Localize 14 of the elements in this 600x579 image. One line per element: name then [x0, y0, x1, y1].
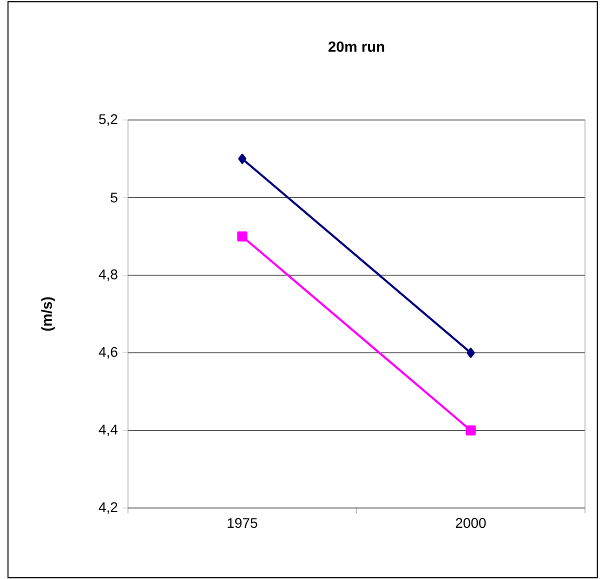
- point: [466, 425, 476, 436]
- point: [237, 231, 248, 242]
- x-tick-label: 1975: [228, 518, 258, 528]
- y-tick-label: 4,8: [98, 269, 118, 281]
- y-tick-label: 4,6: [98, 347, 118, 359]
- point: [238, 154, 246, 164]
- y-tick-label: 5: [110, 192, 118, 202]
- y-tick-label: 4,4: [98, 424, 118, 436]
- y-tick-label: 4,2: [98, 502, 118, 514]
- point: [466, 348, 475, 358]
- y-tick-label: 5,2: [99, 114, 118, 126]
- chart-title: 20m run: [328, 41, 384, 52]
- y-axis-title: (m/s): [41, 297, 55, 331]
- x-tick-label: 2000: [456, 518, 486, 528]
